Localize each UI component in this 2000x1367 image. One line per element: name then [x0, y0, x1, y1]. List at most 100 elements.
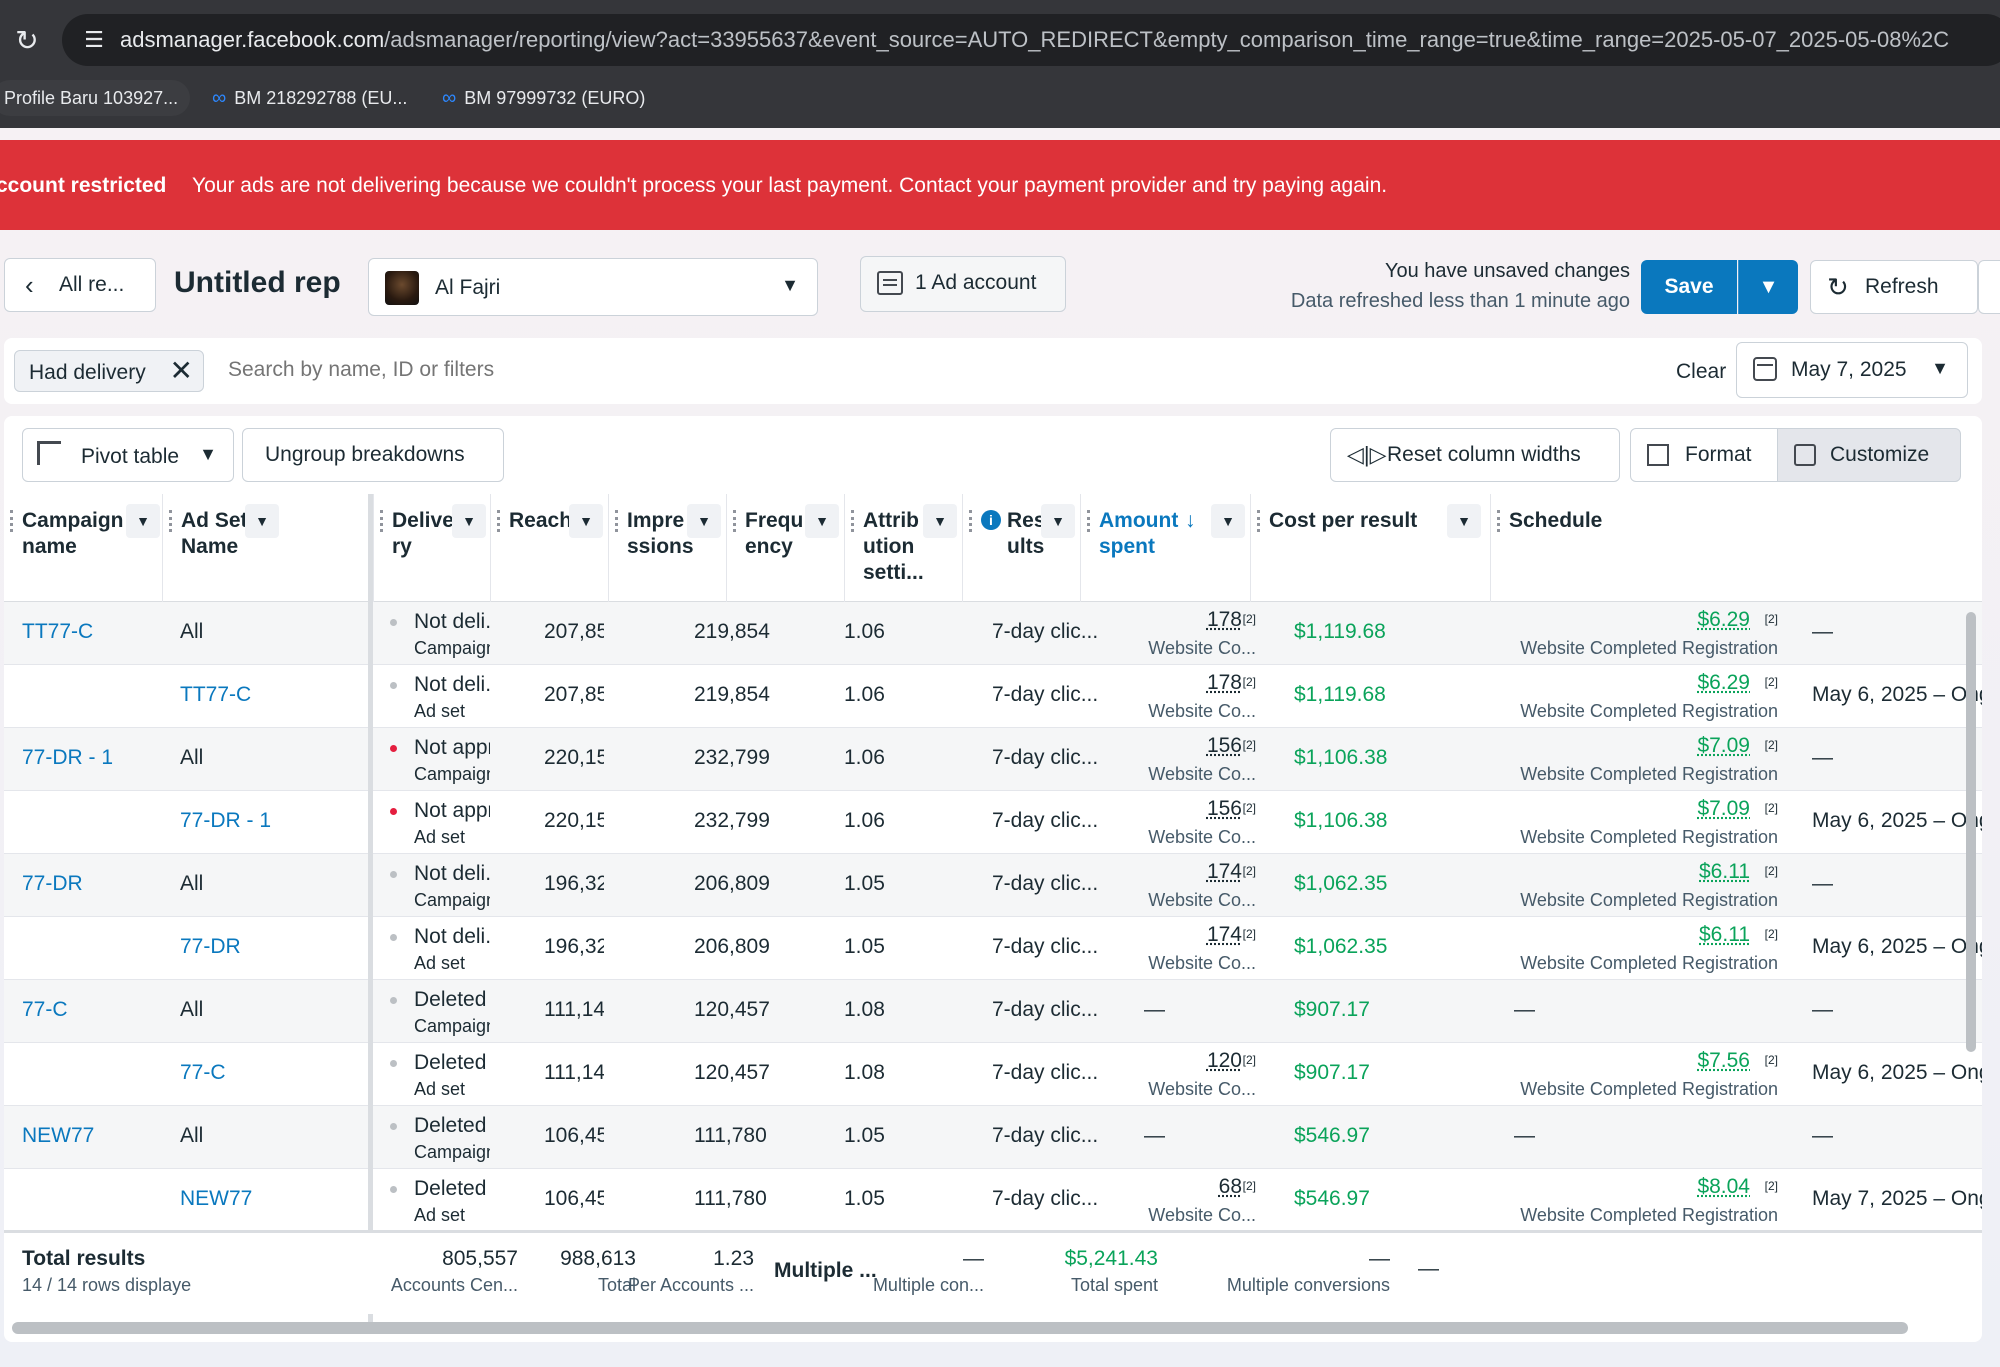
- pivot-table-button[interactable]: Pivot table ▼: [22, 428, 234, 482]
- report-title[interactable]: Untitled rep: [174, 266, 341, 299]
- column-menu-caret-icon[interactable]: ▼: [923, 504, 957, 538]
- drag-handle-icon[interactable]: [1257, 510, 1260, 532]
- address-bar[interactable]: ☰ adsmanager.facebook.com/adsmanager/rep…: [62, 14, 2000, 66]
- table-row[interactable]: NEW77 Deleted Ad set 106,458 111,780 1.05 7-da…: [4, 1169, 1982, 1232]
- drag-handle-icon[interactable]: [497, 510, 500, 532]
- totals-label: Total results: [22, 1247, 146, 1270]
- campaign-name-link[interactable]: 77-C: [22, 998, 68, 1021]
- table-row[interactable]: TT77-C Not deli... Ad set 207,859 219,854 1.0…: [4, 665, 1982, 728]
- ad-set-name[interactable]: 77-DR: [180, 935, 241, 958]
- column-header-frequency[interactable]: Frequ ency ▼: [726, 494, 844, 602]
- results-value[interactable]: 156: [1207, 734, 1242, 758]
- table-row[interactable]: 77-C Deleted Ad set 111,147 120,457 1.08 7-day…: [4, 1043, 1982, 1106]
- all-reports-button[interactable]: ‹ All re...: [4, 258, 156, 312]
- drag-handle-icon[interactable]: [615, 510, 618, 532]
- campaign-name-link[interactable]: 77-DR: [22, 872, 83, 895]
- cost-per-result-value[interactable]: $6.29: [1697, 608, 1750, 631]
- column-menu-caret-icon[interactable]: ▼: [805, 504, 839, 538]
- column-header-impressions[interactable]: Impre ssions ▼: [608, 494, 726, 602]
- had-delivery-filter-chip[interactable]: Had delivery ✕: [14, 350, 204, 392]
- ad-set-name[interactable]: 77-C: [180, 1061, 226, 1084]
- cost-per-result-value[interactable]: $7.09: [1697, 797, 1750, 820]
- column-menu-caret-icon[interactable]: ▼: [1211, 504, 1245, 538]
- drag-handle-icon[interactable]: [380, 510, 383, 532]
- url-text[interactable]: adsmanager.facebook.com/adsmanager/repor…: [120, 26, 1949, 54]
- column-header-results[interactable]: i Res ults ▼: [962, 494, 1080, 602]
- column-menu-caret-icon[interactable]: ▼: [126, 504, 160, 538]
- table-row[interactable]: 77-DR - 1 All Not appr... Campaign 220,155 23…: [4, 728, 1982, 791]
- column-header-delivery[interactable]: Delive ry ▼: [373, 494, 490, 602]
- horizontal-scrollbar[interactable]: [12, 1322, 1908, 1334]
- close-icon[interactable]: ✕: [169, 355, 193, 386]
- column-header-attribution[interactable]: Attrib ution setti... ▼: [844, 494, 962, 602]
- column-menu-caret-icon[interactable]: ▼: [687, 504, 721, 538]
- bookmark-bm-euro[interactable]: ∞ BM 97999732 (EURO): [430, 80, 657, 116]
- reload-icon[interactable]: ↻: [15, 25, 39, 56]
- table-row[interactable]: 77-C All Deleted Campaign 111,147 120,457 1.08…: [4, 980, 1982, 1043]
- campaign-name-link[interactable]: NEW77: [22, 1124, 95, 1147]
- format-button[interactable]: Format: [1630, 428, 1778, 482]
- column-menu-caret-icon[interactable]: ▼: [452, 504, 486, 538]
- clear-button[interactable]: Clear: [1676, 360, 1727, 383]
- ad-set-name[interactable]: 77-DR - 1: [180, 809, 272, 832]
- cost-per-result-value[interactable]: $7.56: [1697, 1049, 1750, 1072]
- table-row[interactable]: 77-DR - 1 Not appr... Ad set 220,155 232,799…: [4, 791, 1982, 854]
- results-value[interactable]: 174: [1207, 923, 1242, 947]
- table-row[interactable]: TT77-C All Not deli... Campaign 207,859 219,8…: [4, 602, 1982, 665]
- search-input[interactable]: [228, 358, 1128, 382]
- drag-handle-icon[interactable]: [10, 510, 13, 532]
- customize-button[interactable]: Customize: [1777, 428, 1961, 482]
- ungroup-breakdowns-button[interactable]: Ungroup breakdowns: [242, 428, 504, 482]
- reset-column-widths-button[interactable]: ◁|▷ Reset column widths: [1330, 428, 1620, 482]
- account-selector[interactable]: Al Fajri ▼: [368, 258, 818, 316]
- column-header-campaign[interactable]: Campaign name ▼: [4, 494, 162, 602]
- reach-value: 207,859: [544, 683, 604, 706]
- drag-handle-icon[interactable]: [969, 510, 972, 532]
- more-actions-button[interactable]: [1978, 260, 2000, 314]
- drag-handle-icon[interactable]: [1087, 510, 1090, 532]
- results-value[interactable]: 178: [1207, 671, 1242, 695]
- drag-handle-icon[interactable]: [851, 510, 854, 532]
- refresh-button[interactable]: ↻ Refresh: [1810, 260, 1978, 314]
- results-value[interactable]: 174: [1207, 860, 1242, 884]
- column-header-cpr[interactable]: Cost per result ▼: [1250, 494, 1490, 602]
- table-row[interactable]: 77-DR All Not deli... Campaign 196,321 206,80…: [4, 854, 1982, 917]
- cost-per-result-value[interactable]: $6.29: [1697, 671, 1750, 694]
- column-header-reach[interactable]: Reach ▼: [490, 494, 608, 602]
- column-menu-caret-icon[interactable]: ▼: [1447, 504, 1481, 538]
- ad-account-button[interactable]: 1 Ad account: [860, 256, 1066, 312]
- table-row[interactable]: NEW77 All Deleted Campaign 106,458 111,780 1.0…: [4, 1106, 1982, 1169]
- info-icon[interactable]: i: [981, 510, 1001, 530]
- date-range-picker[interactable]: May 7, 2025 ▼: [1736, 342, 1968, 398]
- bookmark-bm-eu[interactable]: ∞ BM 218292788 (EU...: [200, 80, 419, 116]
- drag-handle-icon[interactable]: [733, 510, 736, 532]
- bookmark-profile[interactable]: Profile Baru 103927...: [0, 80, 191, 116]
- campaign-name-link[interactable]: TT77-C: [22, 620, 94, 643]
- save-button[interactable]: Save: [1641, 260, 1737, 314]
- cost-per-result-value[interactable]: $6.11: [1699, 923, 1750, 946]
- cost-per-result-value[interactable]: $6.11: [1699, 860, 1750, 883]
- vertical-scrollbar[interactable]: [1966, 612, 1976, 1052]
- drag-handle-icon[interactable]: [169, 510, 172, 532]
- table-row[interactable]: 77-DR Not deli... Ad set 196,321 206,809 1.05…: [4, 917, 1982, 980]
- column-header-adset[interactable]: Ad Set Name ▼: [162, 494, 368, 602]
- drag-handle-icon[interactable]: [1497, 510, 1500, 532]
- column-menu-caret-icon[interactable]: ▼: [569, 504, 603, 538]
- site-settings-icon[interactable]: ☰: [84, 27, 104, 52]
- sort-descending-icon[interactable]: ↓: [1185, 509, 1196, 532]
- results-value[interactable]: 178: [1207, 608, 1242, 632]
- column-header-schedule[interactable]: Schedule: [1490, 494, 1982, 602]
- cost-per-result-value[interactable]: $7.09: [1697, 734, 1750, 757]
- results-value[interactable]: 156: [1207, 797, 1242, 821]
- campaign-name-link[interactable]: 77-DR - 1: [22, 746, 114, 769]
- cost-per-result-value[interactable]: $8.04: [1697, 1175, 1750, 1198]
- ad-set-name[interactable]: TT77-C: [180, 683, 252, 706]
- results-value[interactable]: 68: [1219, 1175, 1242, 1199]
- results-value[interactable]: 120: [1207, 1049, 1242, 1073]
- column-menu-caret-icon[interactable]: ▼: [245, 504, 279, 538]
- column-menu-caret-icon[interactable]: ▼: [1041, 504, 1075, 538]
- save-options-caret-icon[interactable]: ▼: [1738, 260, 1798, 314]
- pinned-column-divider[interactable]: [368, 494, 373, 1334]
- ad-set-name[interactable]: NEW77: [180, 1187, 253, 1210]
- column-header-amount[interactable]: Amount spent ↓ ▼: [1080, 494, 1250, 602]
